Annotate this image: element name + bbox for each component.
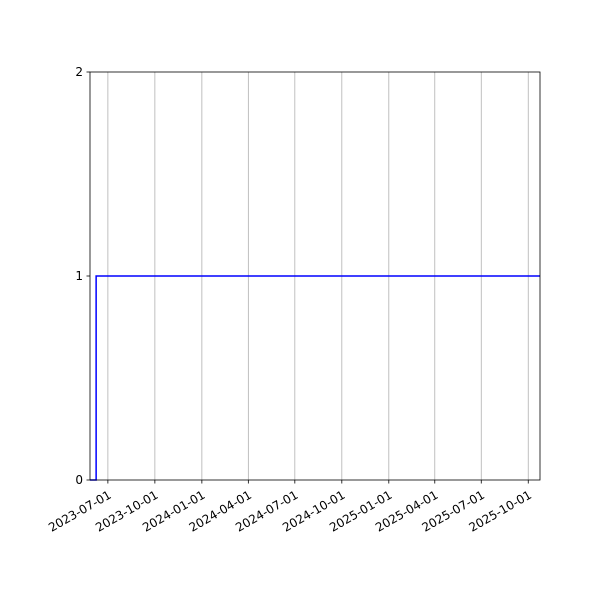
y-tick-label: 2 (75, 65, 83, 79)
y-tick-label: 0 (75, 473, 83, 487)
y-tick-label: 1 (75, 269, 83, 283)
series-line (90, 275, 540, 481)
plot-frame (89, 71, 541, 481)
